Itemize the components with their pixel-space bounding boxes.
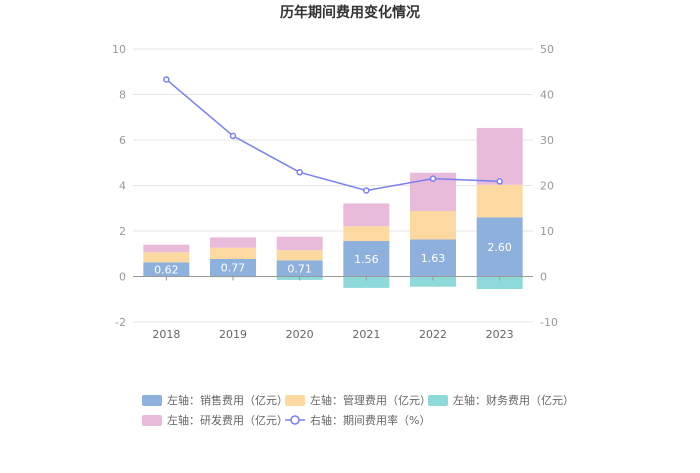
bar-management	[143, 252, 190, 263]
bar-sales	[210, 258, 256, 277]
legend-label: 左轴：财务费用（亿元）	[453, 393, 574, 407]
legend-line-marker	[290, 415, 300, 425]
x-axis-tick-label: 2019	[219, 328, 247, 341]
rate-line-point	[229, 132, 237, 140]
rate-line-point	[163, 76, 170, 83]
bar-rnd	[143, 244, 190, 253]
x-axis-tick-label: 2021	[352, 328, 380, 341]
legend-swatch	[285, 395, 305, 406]
bar-rnd	[210, 237, 256, 248]
bar-finance	[343, 276, 390, 288]
bar-data-labels: 0.62 0.77 0.71 1.56 1.63 2.60	[154, 241, 512, 277]
legend-label: 左轴：销售费用（亿元）	[167, 393, 288, 407]
rate-line-point	[496, 178, 503, 185]
rate-line-point	[363, 187, 370, 194]
rate-line-point	[429, 175, 437, 182]
bar-management	[410, 210, 456, 240]
left-axis-tick-label: 8	[119, 89, 126, 102]
rate-line-point	[296, 169, 303, 176]
x-axis-tick-label: 2018	[152, 328, 180, 341]
bar-rnd	[276, 236, 323, 251]
legend-swatch	[142, 415, 162, 426]
right-axis-tick-label: 0	[540, 271, 547, 284]
right-axis-tick-label: 20	[540, 180, 554, 193]
bar-data-label: 2.60	[487, 241, 512, 254]
left-axis-tick-label: 2	[119, 225, 126, 238]
bar-finance	[410, 276, 456, 287]
bar-management	[343, 226, 390, 242]
legend-label: 左轴：研发费用（亿元）	[167, 413, 288, 427]
legend-label: 右轴：期间费用率（%）	[310, 413, 430, 427]
right-axis-tick-label: 50	[540, 43, 554, 56]
right-axis-ticks: -10 0 10 20 30 40 50	[540, 43, 558, 329]
bar-series	[143, 127, 523, 290]
legend: 左轴：销售费用（亿元） 左轴：管理费用（亿元） 左轴：财务费用（亿元） 左轴：研发费用…	[142, 393, 574, 427]
bar-management	[210, 247, 256, 259]
legend-swatch	[142, 395, 162, 406]
bar-rnd	[476, 127, 523, 185]
bar-sales	[476, 217, 523, 277]
right-axis-tick-label: 10	[540, 225, 554, 238]
bar-sales	[343, 241, 390, 277]
x-axis-tick-label: 2023	[486, 328, 514, 341]
x-axis-ticks: 2018 2019 2020 2021 2022 2023	[152, 328, 513, 341]
legend-label: 左轴：管理费用（亿元）	[310, 393, 431, 407]
bar-sales	[143, 262, 190, 277]
right-axis-tick-label: -10	[540, 316, 558, 329]
x-axis-tick-label: 2022	[419, 328, 447, 341]
bar-data-label: 0.71	[287, 262, 312, 275]
bar-data-label: 0.62	[154, 263, 179, 276]
bar-data-label: 1.56	[354, 253, 379, 266]
left-axis-ticks: -2 0 2 4 6 8 10	[112, 43, 126, 329]
left-axis-tick-label: 6	[119, 134, 126, 147]
left-axis-tick-label: 4	[119, 180, 126, 193]
right-axis-tick-label: 30	[540, 134, 554, 147]
bar-data-label: 0.77	[221, 262, 246, 275]
left-axis-tick-label: 10	[112, 43, 126, 56]
x-axis-tick-label: 2020	[286, 328, 314, 341]
bar-management	[476, 184, 523, 218]
chart-title: 历年期间费用变化情况	[280, 4, 420, 21]
bar-rnd	[343, 203, 390, 227]
left-axis-tick-label: -2	[115, 316, 126, 329]
rate-line-series	[163, 76, 503, 194]
right-axis-tick-label: 40	[540, 89, 554, 102]
rate-line	[165, 78, 500, 192]
legend-swatch	[428, 395, 448, 406]
bar-finance	[476, 276, 523, 290]
bar-sales	[410, 239, 456, 277]
bar-sales	[276, 260, 323, 277]
zero-axis-line	[133, 276, 533, 281]
bar-data-label: 1.63	[421, 252, 446, 265]
grid-lines	[133, 48, 533, 323]
left-axis-tick-label: 0	[119, 271, 126, 284]
bar-management	[276, 250, 323, 261]
